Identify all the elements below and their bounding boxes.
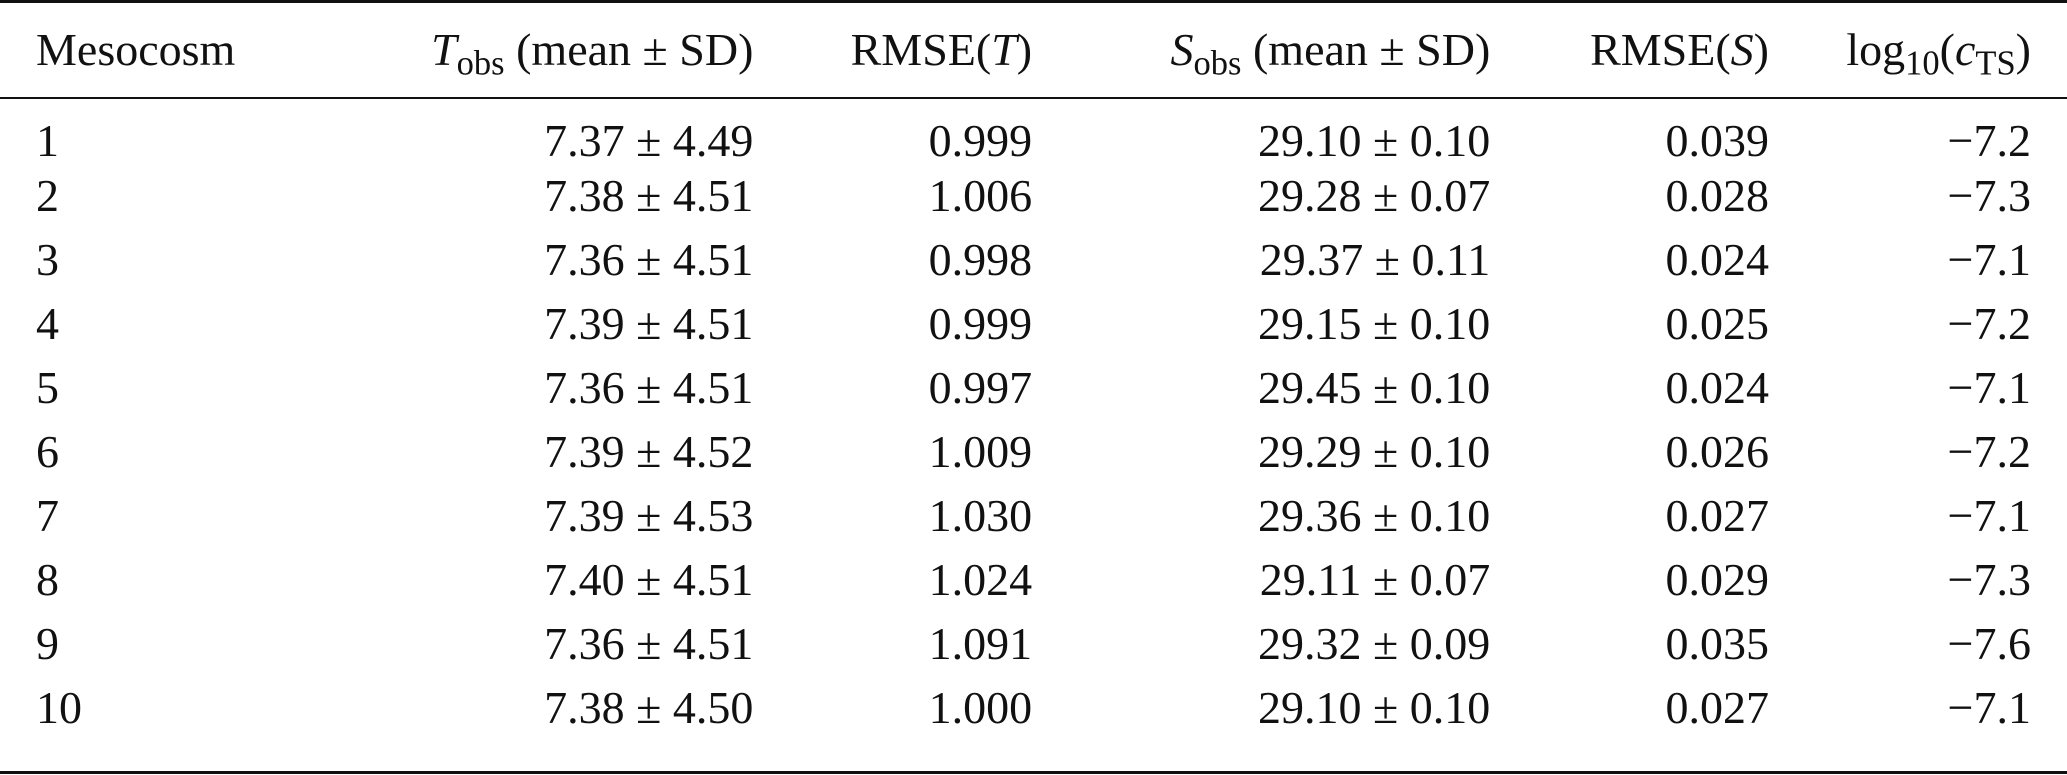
cell-rmse-s: 0.039: [1665, 115, 1769, 166]
table-header-rule: [0, 97, 2067, 99]
cell-log-cts: −7.2: [1947, 298, 2031, 349]
cell-mesocosm: 1: [36, 115, 59, 166]
cell-mesocosm: 2: [36, 170, 59, 221]
cell-mesocosm: 10: [36, 682, 82, 733]
cell-s-obs: 29.36 ± 0.10: [1258, 490, 1491, 541]
cell-t-obs: 7.36 ± 4.51: [544, 362, 754, 413]
cell-log-cts: −7.2: [1947, 426, 2031, 477]
header-t-obs: Tobs (mean ± SD): [431, 24, 754, 83]
cell-s-obs: 29.10 ± 0.10: [1258, 682, 1491, 733]
table-row: 9 7.36 ± 4.51 1.091 29.32 ± 0.09 0.035 −…: [0, 612, 2067, 676]
cell-mesocosm: 7: [36, 490, 59, 541]
cell-t-obs: 7.39 ± 4.52: [544, 426, 754, 477]
cell-log-cts: −7.2: [1947, 115, 2031, 166]
cell-t-obs: 7.39 ± 4.53: [544, 490, 754, 541]
table-row: 7 7.39 ± 4.53 1.030 29.36 ± 0.10 0.027 −…: [0, 484, 2067, 548]
table-bottom-rule: [0, 771, 2067, 774]
table-header: Mesocosm Tobs (mean ± SD) RMSE(T) Sobs (…: [0, 0, 2067, 100]
cell-rmse-s: 0.027: [1665, 682, 1769, 733]
cell-t-obs: 7.38 ± 4.50: [544, 682, 754, 733]
cell-s-obs: 29.45 ± 0.10: [1258, 362, 1491, 413]
cell-t-obs: 7.39 ± 4.51: [544, 298, 754, 349]
cell-rmse-t: 1.000: [928, 682, 1033, 733]
cell-rmse-s: 0.024: [1665, 362, 1769, 413]
table-row: 3 7.36 ± 4.51 0.998 29.37 ± 0.11 0.024 −…: [0, 228, 2067, 292]
table-row: 4 7.39 ± 4.51 0.999 29.15 ± 0.10 0.025 −…: [0, 292, 2067, 356]
header-log-cts: log10(cTS): [1846, 24, 2031, 83]
cell-t-obs: 7.36 ± 4.51: [544, 618, 754, 669]
cell-rmse-t: 1.006: [928, 170, 1033, 221]
cell-rmse-t: 0.999: [928, 115, 1033, 166]
cell-rmse-t: 0.997: [928, 362, 1033, 413]
cell-log-cts: −7.1: [1947, 682, 2031, 733]
cell-rmse-t: 1.009: [928, 426, 1033, 477]
table-top-rule: [0, 0, 2067, 3]
header-row: Mesocosm Tobs (mean ± SD) RMSE(T) Sobs (…: [0, 0, 2067, 100]
cell-s-obs: 29.15 ± 0.10: [1258, 298, 1491, 349]
cell-s-obs: 29.28 ± 0.07: [1258, 170, 1491, 221]
cell-s-obs: 29.32 ± 0.09: [1258, 618, 1491, 669]
cell-rmse-t: 1.091: [928, 618, 1033, 669]
results-table: Mesocosm Tobs (mean ± SD) RMSE(T) Sobs (…: [0, 0, 2067, 740]
table-row: 8 7.40 ± 4.51 1.024 29.11 ± 0.07 0.029 −…: [0, 548, 2067, 612]
cell-log-cts: −7.6: [1947, 618, 2031, 669]
cell-log-cts: −7.1: [1947, 362, 2031, 413]
cell-rmse-s: 0.026: [1665, 426, 1769, 477]
cell-t-obs: 7.37 ± 4.49: [544, 115, 754, 166]
cell-rmse-t: 0.998: [928, 234, 1033, 285]
cell-mesocosm: 9: [36, 618, 59, 669]
cell-mesocosm: 8: [36, 554, 59, 605]
cell-rmse-s: 0.029: [1665, 554, 1769, 605]
cell-s-obs: 29.11 ± 0.07: [1259, 554, 1491, 605]
cell-rmse-s: 0.025: [1665, 298, 1769, 349]
cell-s-obs: 29.37 ± 0.11: [1259, 234, 1491, 285]
cell-log-cts: −7.1: [1947, 490, 2031, 541]
table-row: 5 7.36 ± 4.51 0.997 29.45 ± 0.10 0.024 −…: [0, 356, 2067, 420]
cell-s-obs: 29.10 ± 0.10: [1258, 115, 1491, 166]
cell-mesocosm: 3: [36, 234, 59, 285]
cell-mesocosm: 5: [36, 362, 59, 413]
cell-rmse-s: 0.035: [1665, 618, 1769, 669]
table-row: 10 7.38 ± 4.50 1.000 29.10 ± 0.10 0.027 …: [0, 676, 2067, 740]
cell-log-cts: −7.3: [1947, 170, 2031, 221]
cell-t-obs: 7.36 ± 4.51: [544, 234, 754, 285]
cell-log-cts: −7.3: [1947, 554, 2031, 605]
table-body: 1 7.37 ± 4.49 0.999 29.10 ± 0.10 0.039 −…: [0, 100, 2067, 740]
table-row: 1 7.37 ± 4.49 0.999 29.10 ± 0.10 0.039 −…: [0, 100, 2067, 164]
cell-s-obs: 29.29 ± 0.10: [1258, 426, 1491, 477]
cell-t-obs: 7.40 ± 4.51: [544, 554, 754, 605]
header-rmse-s: RMSE(S): [1590, 24, 1769, 75]
cell-rmse-t: 1.024: [928, 554, 1033, 605]
header-rmse-t: RMSE(T): [850, 24, 1033, 75]
cell-t-obs: 7.38 ± 4.51: [544, 170, 754, 221]
header-s-obs: Sobs (mean ± SD): [1170, 24, 1491, 83]
table-row: 6 7.39 ± 4.52 1.009 29.29 ± 0.10 0.026 −…: [0, 420, 2067, 484]
table-row: 2 7.38 ± 4.51 1.006 29.28 ± 0.07 0.028 −…: [0, 164, 2067, 228]
cell-rmse-t: 1.030: [928, 490, 1033, 541]
cell-rmse-t: 0.999: [928, 298, 1033, 349]
header-mesocosm: Mesocosm: [36, 24, 236, 75]
cell-rmse-s: 0.027: [1665, 490, 1769, 541]
cell-mesocosm: 4: [36, 298, 59, 349]
cell-mesocosm: 6: [36, 426, 59, 477]
cell-rmse-s: 0.024: [1665, 234, 1769, 285]
cell-rmse-s: 0.028: [1665, 170, 1769, 221]
cell-log-cts: −7.1: [1947, 234, 2031, 285]
